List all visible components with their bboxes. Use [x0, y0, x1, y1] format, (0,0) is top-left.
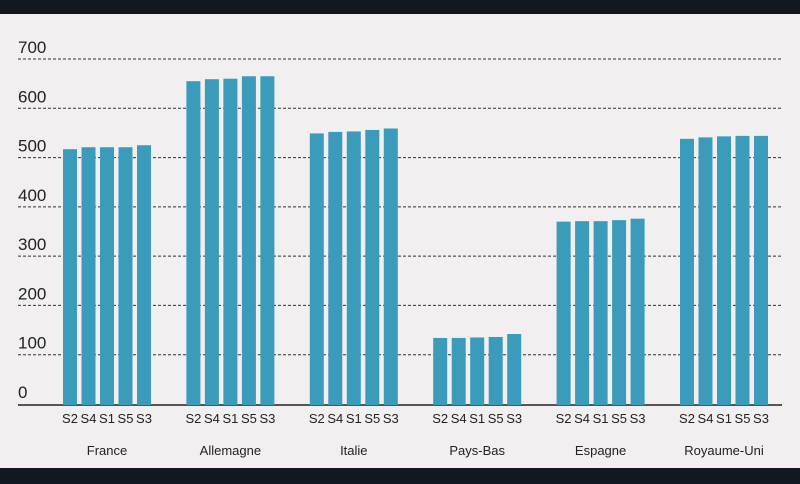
category-label: Espagne	[575, 443, 626, 458]
bar-sub-label: S1	[716, 411, 732, 426]
bar-France-S4	[81, 147, 96, 405]
bar-Italie-S5	[365, 129, 380, 405]
bar-Royaume-Uni-S1	[717, 136, 731, 405]
bar-France-S5	[118, 147, 133, 405]
bar-sub-label: S5	[611, 411, 627, 426]
bar-Allemagne-S4	[204, 79, 219, 405]
y-tick-label: 400	[18, 186, 46, 205]
y-tick-label: 0	[18, 383, 27, 402]
bar-sub-label: S3	[506, 411, 522, 426]
bar-sub-label: S5	[364, 411, 380, 426]
bar-Pays-Bas-S3	[507, 334, 522, 405]
bar-Espagne-S4	[575, 221, 590, 405]
bar-sub-label: S2	[432, 411, 448, 426]
bar-sub-label: S5	[118, 411, 134, 426]
y-tick-label: 100	[18, 334, 46, 353]
bar-Royaume-Uni-S4	[698, 137, 713, 405]
bar-sub-label: S5	[241, 411, 257, 426]
bar-France-S2	[63, 149, 77, 405]
y-tick-label: 700	[18, 38, 46, 57]
bar-Italie-S3	[383, 128, 398, 405]
bar-sub-label: S1	[593, 411, 609, 426]
bar-sub-label: S4	[451, 411, 467, 426]
bar-France-S3	[137, 145, 151, 405]
bar-sub-label: S5	[488, 411, 504, 426]
bar-Italie-S1	[346, 131, 361, 405]
bar-sub-label: S2	[679, 411, 695, 426]
bar-Allemagne-S5	[241, 76, 256, 405]
category-label: Royaume-Uni	[684, 443, 764, 458]
bar-sub-label: S4	[327, 411, 343, 426]
bar-Royaume-Uni-S2	[680, 138, 694, 405]
bar-sub-label: S2	[62, 411, 78, 426]
bar-sub-label: S2	[556, 411, 572, 426]
bar-Espagne-S5	[612, 220, 627, 405]
y-tick-label: 300	[18, 235, 46, 254]
bar-sub-label: S2	[185, 411, 201, 426]
y-tick-label: 600	[18, 87, 46, 106]
bar-sub-label: S3	[630, 411, 646, 426]
bar-Pays-Bas-S2	[433, 337, 448, 405]
bar-sub-label: S1	[222, 411, 238, 426]
bar-sub-label: S1	[469, 411, 485, 426]
bar-sub-label: S4	[698, 411, 714, 426]
bar-Allemagne-S1	[223, 78, 238, 405]
bar-sub-label: S3	[753, 411, 769, 426]
bar-Allemagne-S2	[186, 81, 201, 405]
bar-France-S1	[100, 147, 114, 405]
y-tick-label: 200	[18, 284, 46, 303]
category-label: France	[87, 443, 127, 458]
chart-panel: 0 100 200 300 400 500 600 700 S2 S4 S1 S5 S3 France S…	[0, 14, 800, 468]
bars	[63, 76, 768, 405]
bar-Pays-Bas-S1	[470, 337, 485, 405]
bar-Italie-S4	[328, 131, 343, 405]
bar-sub-label: S5	[735, 411, 751, 426]
y-tick-label: 500	[18, 137, 46, 156]
category-label: Allemagne	[200, 443, 261, 458]
y-axis-ticks: 0 100 200 300 400 500 600 700	[18, 38, 46, 402]
bar-Italie-S2	[309, 133, 324, 405]
bar-Espagne-S3	[630, 218, 645, 405]
bar-sub-label: S2	[309, 411, 325, 426]
bar-sub-label: S3	[136, 411, 152, 426]
bar-sub-label: S4	[574, 411, 590, 426]
bar-Pays-Bas-S5	[488, 336, 503, 405]
bar-Royaume-Uni-S3	[754, 135, 768, 405]
bar-sub-label: S3	[383, 411, 399, 426]
bar-Espagne-S1	[593, 221, 608, 405]
bar-sub-label: S3	[259, 411, 275, 426]
bar-sub-label: S4	[204, 411, 220, 426]
bar-sub-label: S1	[346, 411, 362, 426]
bar-Espagne-S2	[556, 221, 571, 405]
bar-Royaume-Uni-S5	[735, 135, 750, 405]
category-label: Italie	[340, 443, 367, 458]
bar-Pays-Bas-S4	[451, 337, 466, 405]
gridlines	[18, 58, 782, 406]
bar-sub-label: S4	[81, 411, 97, 426]
bar-Allemagne-S3	[260, 76, 275, 405]
bar-sub-label: S1	[99, 411, 115, 426]
category-label: Pays-Bas	[449, 443, 505, 458]
